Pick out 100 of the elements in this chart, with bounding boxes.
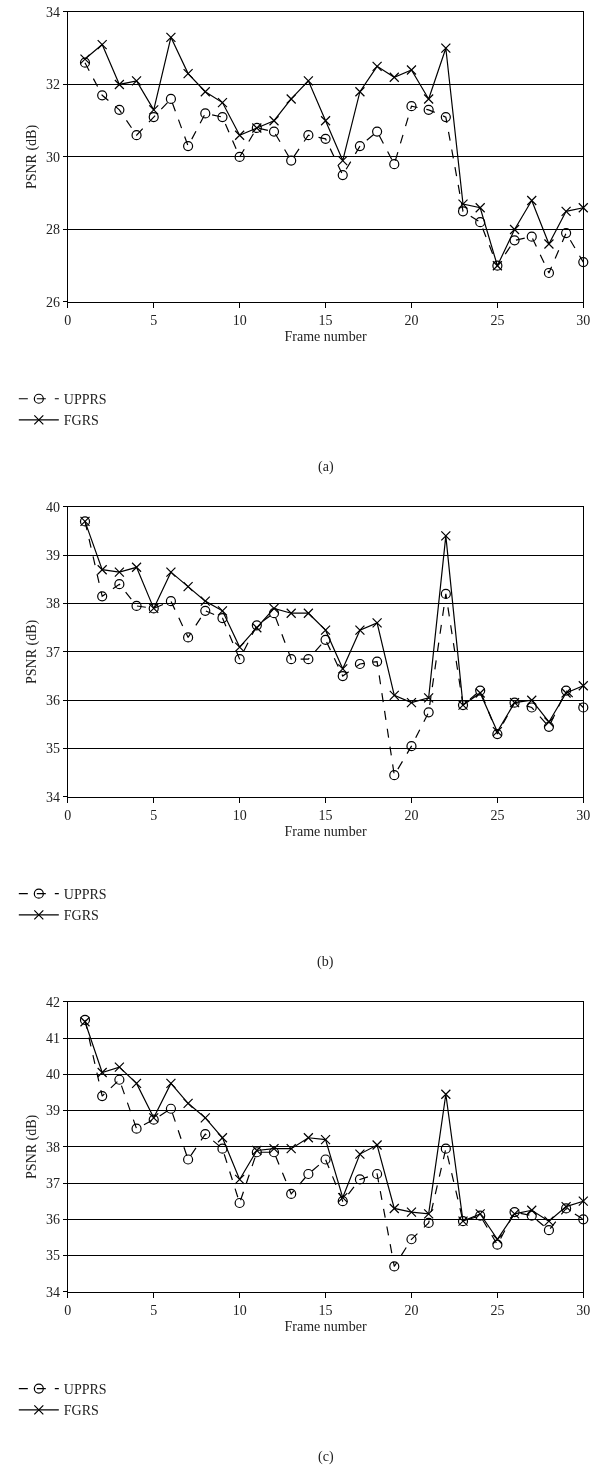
- point: [320, 634, 331, 645]
- point: [183, 581, 194, 592]
- point: [406, 697, 417, 708]
- point: [423, 93, 434, 105]
- point: [372, 617, 383, 628]
- point: [406, 64, 417, 76]
- point: [114, 579, 125, 590]
- point: [372, 1168, 383, 1180]
- point: [303, 608, 314, 619]
- point: [79, 57, 91, 68]
- point: [217, 97, 228, 108]
- point: [526, 195, 537, 206]
- legend-label: UPPRS: [63, 392, 107, 408]
- point: [268, 1147, 280, 1158]
- point: [457, 198, 469, 210]
- point: [389, 770, 400, 781]
- legend-label: UPPRS: [63, 1382, 107, 1398]
- y-tick-label: 38: [46, 1139, 61, 1155]
- point: [578, 680, 589, 691]
- point: [148, 104, 159, 115]
- point: [234, 130, 245, 141]
- point: [475, 217, 486, 228]
- point: [200, 1112, 211, 1123]
- point: [320, 115, 331, 126]
- y-tick-label: 37: [46, 1175, 61, 1191]
- point: [578, 702, 589, 713]
- y-tick-label: 39: [46, 548, 61, 564]
- point: [354, 625, 366, 636]
- point: [509, 235, 520, 246]
- point: [320, 625, 331, 636]
- point: [148, 111, 159, 123]
- point: [337, 1196, 348, 1207]
- point: [526, 1205, 537, 1216]
- point: [131, 562, 142, 573]
- point: [286, 93, 297, 105]
- x-tick-label: 10: [232, 312, 247, 328]
- point: [165, 567, 177, 578]
- point: [561, 206, 572, 217]
- point: [234, 1174, 245, 1185]
- point: [440, 1089, 451, 1100]
- point: [303, 654, 314, 665]
- point: [337, 663, 348, 674]
- point: [440, 111, 451, 123]
- point: [286, 608, 297, 619]
- text: (a): [318, 459, 334, 475]
- point: [440, 530, 451, 541]
- point: [200, 86, 211, 97]
- point: [423, 104, 434, 115]
- point: [320, 133, 331, 144]
- point: [354, 1148, 366, 1160]
- point: [79, 53, 91, 65]
- point: [303, 1168, 314, 1180]
- point: [406, 1206, 417, 1218]
- point: [372, 61, 383, 72]
- point: [183, 68, 194, 79]
- point: [354, 1174, 366, 1185]
- y-tick-label: 36: [46, 1212, 61, 1228]
- y-tick-label: 40: [46, 499, 61, 515]
- point: [423, 1208, 434, 1219]
- x-tick-label: 0: [64, 807, 72, 823]
- point: [526, 1210, 537, 1221]
- point: [389, 72, 400, 83]
- point: [389, 1261, 400, 1272]
- x-tick-label: 0: [64, 1302, 72, 1318]
- x-tick-label: 30: [576, 1302, 591, 1318]
- point: [389, 690, 400, 701]
- point: [165, 93, 177, 105]
- x-tick-label: 30: [576, 312, 591, 328]
- x-tick-label: 15: [318, 807, 333, 823]
- x-tick-label: 5: [150, 1302, 158, 1318]
- y-tick-label: 26: [46, 294, 61, 310]
- point: [131, 75, 142, 86]
- point: [234, 654, 245, 665]
- point: [97, 591, 108, 602]
- point: [165, 1103, 177, 1114]
- x-tick-label: 15: [318, 312, 333, 328]
- point: [217, 1132, 228, 1143]
- point: [268, 126, 280, 137]
- x-tick-label: 10: [232, 807, 247, 823]
- point: [217, 1143, 228, 1154]
- point: [114, 104, 125, 115]
- y-tick-label: 34: [46, 4, 61, 20]
- point: [354, 86, 366, 97]
- x-tick-label: 10: [232, 1302, 247, 1318]
- point: [114, 567, 125, 578]
- point: [406, 101, 417, 112]
- point: [217, 111, 228, 123]
- point: [492, 1234, 503, 1245]
- y-tick-label: 34: [46, 1284, 61, 1300]
- point: [303, 1132, 314, 1143]
- x-tick-label: 20: [404, 1302, 419, 1318]
- point: [406, 741, 417, 752]
- x-tick-label: 25: [490, 312, 505, 328]
- legend-label: FGRS: [63, 908, 99, 924]
- point: [423, 692, 434, 703]
- point: [217, 605, 228, 616]
- point: [200, 1129, 211, 1140]
- point: [509, 224, 520, 235]
- point: [543, 267, 555, 279]
- point: [578, 202, 589, 213]
